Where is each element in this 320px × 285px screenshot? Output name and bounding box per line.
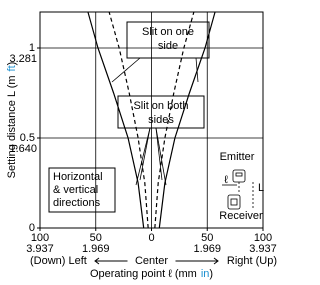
- curve: [87, 11, 216, 229]
- y-title-part: ft: [6, 65, 18, 71]
- x-title-part: in: [201, 268, 210, 280]
- note-label: & vertical: [53, 184, 98, 196]
- x-title-part: ): [209, 268, 213, 280]
- callout-label: sides: [148, 114, 174, 126]
- callout-label: side: [158, 40, 178, 52]
- y-tick-label: 0: [29, 222, 35, 234]
- y2-tick-label: 3.281: [9, 53, 37, 65]
- chart: Emitter Receiver L ℓ 0 0.5 1 1.640 3.281 100 5…: [6, 11, 277, 280]
- receiver-label: Receiver: [219, 210, 263, 222]
- callout-arrows: [111, 57, 199, 186]
- y2-tick-label: 1.640: [9, 143, 37, 155]
- callout-label: Slit on one: [142, 26, 194, 38]
- x-title-part: Operating point ℓ (mm: [90, 268, 197, 280]
- x2-tick-label: 3.937: [26, 243, 54, 255]
- x-tick-label: 100: [31, 232, 49, 244]
- emitter-label: Emitter: [220, 151, 255, 163]
- y-title-part: Setting distance L (m: [6, 75, 18, 178]
- direction-arrow: [94, 257, 128, 265]
- sensor-diagram: [222, 169, 254, 210]
- note-label: Horizontal: [53, 171, 103, 183]
- x-tick-label: 50: [90, 232, 102, 244]
- callout-box: [126, 21, 210, 59]
- y-axis-title: Setting distance L (m ft): [6, 62, 18, 179]
- y-tick-label: 0.5: [20, 132, 35, 144]
- callout-label: Slit on both: [133, 100, 188, 112]
- note-label: directions: [53, 197, 101, 209]
- direction-center: Center: [135, 255, 168, 267]
- direction-left: (Down) Left: [30, 255, 87, 267]
- x2-tick-label: 1.969: [193, 243, 221, 255]
- direction-right: Right (Up): [227, 255, 277, 267]
- callout-box: [117, 95, 205, 129]
- y-tick-label: 1: [29, 42, 35, 54]
- x-tick-label: 50: [201, 232, 213, 244]
- x-axis-title: Operating point ℓ (mm in): [90, 268, 213, 280]
- offset-label: ℓ: [224, 174, 228, 186]
- y-title-part: ): [6, 62, 18, 66]
- x2-tick-label: 3.937: [249, 243, 277, 255]
- note-box: [48, 167, 116, 213]
- x-tick-label: 0: [148, 232, 154, 244]
- x2-tick-label: 1.969: [82, 243, 110, 255]
- direction-arrow: [175, 257, 219, 265]
- distance-label: L: [258, 182, 264, 194]
- curve: [108, 11, 195, 229]
- x-tick-label: 100: [254, 232, 272, 244]
